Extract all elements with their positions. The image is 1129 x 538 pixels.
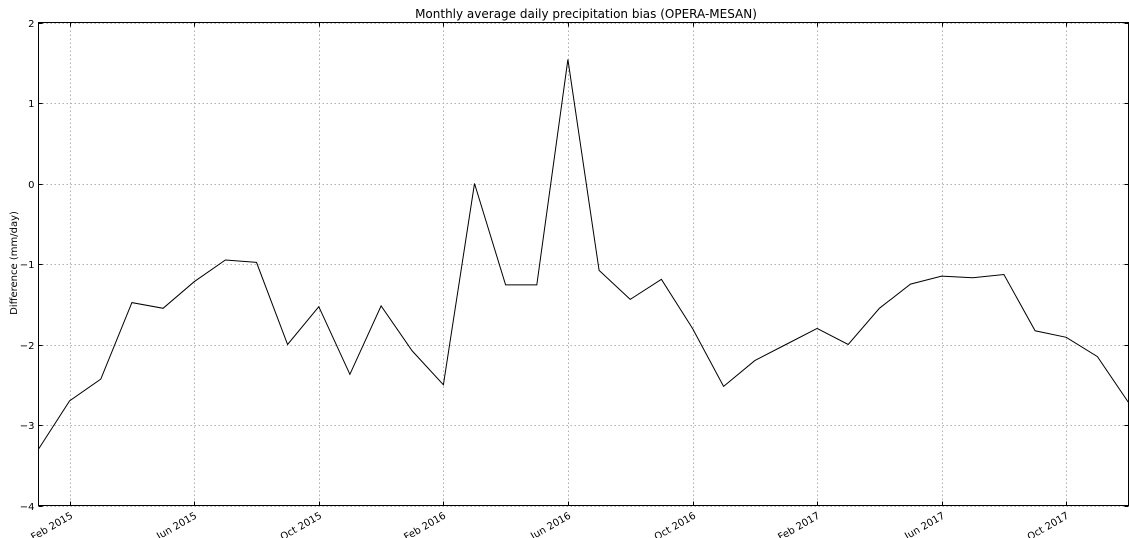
chart-title: Monthly average daily precipitation bias… [415,7,757,21]
series-layer [38,59,1129,450]
y-tick-label: −1 [20,260,35,271]
y-axis-label: Difference (mm/day) [9,211,20,315]
y-tick-label: −3 [20,421,35,432]
x-tick-label: Jun 2017 [902,511,947,538]
y-tick-label: −4 [20,502,35,513]
y-tick-label: −2 [20,341,35,352]
x-tick-label: Oct 2015 [279,511,324,538]
x-tick-label: Feb 2017 [776,511,822,538]
y-tick-label: 0 [28,180,34,191]
y-axis: 2 1 0 −1 −2 −3 −4 [20,19,1129,513]
x-tick-label: Feb 2016 [402,511,448,538]
x-tick-label: Jun 2015 [154,511,199,538]
x-tick-label: Oct 2016 [653,511,698,538]
grid [38,22,1129,507]
x-tick-label: Feb 2015 [29,511,75,538]
x-axis: Feb 2015 Jun 2015 Oct 2015 Feb 2016 Jun 2016… [29,22,1071,538]
y-tick-label: 2 [28,19,34,30]
x-tick-label: Oct 2017 [1026,511,1071,538]
series-line [38,59,1129,450]
x-tick-label: Jun 2016 [528,511,573,538]
y-tick-label: 1 [28,99,34,110]
